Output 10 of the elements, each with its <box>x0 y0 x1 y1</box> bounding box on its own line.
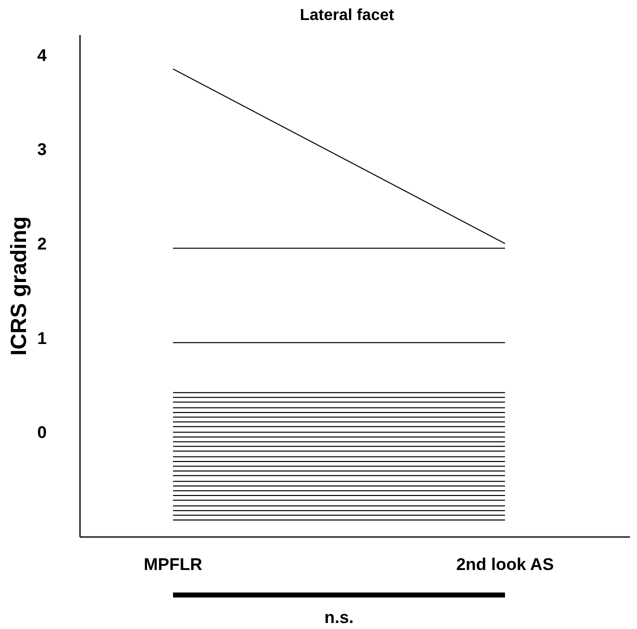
y-tick-label: 0 <box>37 423 47 442</box>
x-tick-label: MPFLR <box>144 555 202 574</box>
x-tick-label: 2nd look AS <box>456 555 554 574</box>
y-tick-label: 3 <box>37 140 47 160</box>
text: n.s. <box>324 608 354 627</box>
y-tick-label: 2 <box>37 234 47 254</box>
y-tick-label: 1 <box>37 328 47 348</box>
y-tick-label: 4 <box>37 46 48 65</box>
y-axis-title: ICRS grading <box>6 216 31 356</box>
chart-title: Lateral facet <box>300 7 395 24</box>
